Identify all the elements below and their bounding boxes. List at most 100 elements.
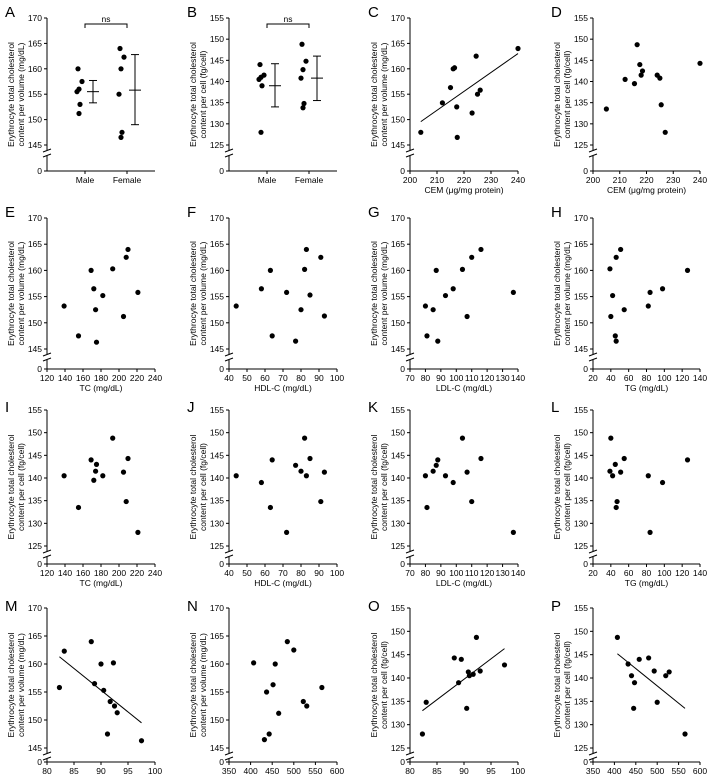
panel-g-point-8 <box>464 313 470 320</box>
panel-n-xtick-label-1: 400 <box>244 766 258 776</box>
panel-o-point-2 <box>451 655 457 661</box>
panel-g-ytick-label-4: 160 <box>391 265 405 275</box>
panel-f-point-3 <box>269 333 275 339</box>
panel-m-axis-break-2 <box>42 756 52 761</box>
panel-j-ytick-label-7: 155 <box>210 405 224 415</box>
panel-b-point-male-3 <box>256 76 262 82</box>
panel-i-point-11 <box>135 529 141 536</box>
panel-g-xlabel: LDL-C (mg/dL) <box>436 383 492 393</box>
panel-l-letter: L <box>551 399 559 416</box>
panel-g-xtick-label-5: 120 <box>480 373 494 383</box>
panel-b-category-label-1: Female <box>295 175 324 185</box>
panel-b-significance-bracket <box>266 23 310 28</box>
panel-l-xtick-label-2: 60 <box>624 568 634 578</box>
panel-l-point-7 <box>621 455 627 462</box>
panel-d-point-2 <box>631 81 638 87</box>
panel-n-axis-break-1 <box>224 751 234 756</box>
panel-h-xtick-label-4: 100 <box>657 373 671 383</box>
panel-f-ytick-label-2: 150 <box>210 318 224 328</box>
panel-j-ytick-label-6: 150 <box>210 428 224 438</box>
panel-o-ytick-label-1: 125 <box>391 743 405 753</box>
panel-k-xtick-label-5: 120 <box>480 568 494 578</box>
panel-i-ytick-label-0: 0 <box>37 559 42 569</box>
panel-f-point-0 <box>233 303 239 309</box>
panel-b-point-female-4 <box>301 100 307 107</box>
panel-a-axis-break-1 <box>42 148 52 153</box>
panel-h-xtick-label-6: 140 <box>693 373 707 383</box>
panel-c-point-10 <box>474 91 481 97</box>
panel-c-xtick-label-2: 220 <box>457 175 471 185</box>
panel-l-point-8 <box>645 473 651 479</box>
panel-l-axis-break-2 <box>588 554 598 559</box>
panel-k-ylabel-line-0: Erythrocyte total cholesterol <box>369 434 379 539</box>
panel-l-xtick-label-6: 140 <box>693 568 707 578</box>
panel-g-point-3 <box>435 338 441 344</box>
panel-p-ytick-label-7: 155 <box>574 603 588 613</box>
panel-i-letter: I <box>5 399 9 416</box>
panel-h-letter: H <box>551 204 562 221</box>
panel-a-point-male-4 <box>77 101 83 107</box>
panel-h-xtick-label-0: 20 <box>588 373 598 383</box>
panel-a-ytick-label-0: 0 <box>37 166 42 176</box>
panel-e-xtick-label-0: 120 <box>40 373 54 383</box>
panel-j-ytick-label-5: 145 <box>210 450 224 460</box>
panel-b-letter: B <box>187 4 197 21</box>
panel-i-point-7 <box>110 435 116 441</box>
panel-l-point-9 <box>647 529 653 536</box>
panel-b-point-female-3 <box>298 75 304 81</box>
panel-d-xlabel: CEM (μg/mg protein) <box>607 185 686 195</box>
panel-j-xtick-label-2: 60 <box>260 568 270 578</box>
panel-i-axis-break-1 <box>42 549 52 554</box>
panel-i-ytick-label-4: 140 <box>28 473 42 483</box>
panel-k-ytick-label-7: 155 <box>391 405 405 415</box>
panel-h-ytick-label-1: 145 <box>574 344 588 354</box>
panel-k-xlabel: LDL-C (mg/dL) <box>436 578 492 588</box>
panel-i-ytick-label-6: 150 <box>28 428 42 438</box>
panel-k-ytick-label-4: 140 <box>391 473 405 483</box>
panel-l-point-4 <box>613 504 619 511</box>
panel-n-point-8 <box>291 647 297 653</box>
panel-j-ytick-label-4: 140 <box>210 473 224 483</box>
panel-o-axis-break-2 <box>405 756 415 761</box>
panel-m-point-9 <box>111 703 118 709</box>
panel-d-ytick-label-5: 145 <box>574 55 588 65</box>
panel-e-letter: E <box>5 204 15 221</box>
panel-g-point-0 <box>422 303 429 309</box>
panel-h-point-3 <box>613 254 619 260</box>
panel-d-axis-break-1 <box>588 148 598 153</box>
panel-n-ylabel-line-0: Erythrocyte total cholesterol <box>188 632 198 737</box>
panel-e-point-11 <box>135 289 141 296</box>
panel-d-xtick-label-4: 240 <box>693 175 707 185</box>
panel-k-ytick-label-5: 145 <box>391 450 405 460</box>
panel-i-ytick-label-1: 125 <box>28 541 42 551</box>
panel-i-ytick-label-5: 145 <box>28 450 42 460</box>
panel-h-point-4 <box>612 333 618 339</box>
panel-j-point-9 <box>307 455 313 462</box>
panel-c-ytick-label-5: 165 <box>391 38 405 48</box>
panel-d-point-8 <box>657 75 663 81</box>
panel-h-point-8 <box>645 303 651 309</box>
panel-d-point-9 <box>658 102 664 108</box>
panel-m-point-3 <box>91 681 98 687</box>
panel-c-xtick-label-1: 210 <box>430 175 444 185</box>
panel-n-point-5 <box>272 661 278 667</box>
panel-g-xtick-label-0: 70 <box>405 373 415 383</box>
panel-j-point-2 <box>267 504 273 511</box>
panel-e-ytick-label-6: 170 <box>28 213 42 223</box>
panel-o-ytick-label-6: 150 <box>391 626 405 636</box>
panel-c-ylabel-line-1: content per volume (mg/dL) <box>379 42 389 146</box>
panel-f-point-1 <box>258 286 264 292</box>
panel-o-ylabel-line-0: Erythrocyte total cholesterol <box>369 632 379 737</box>
panel-p-point-7 <box>651 668 657 674</box>
panel-h-point-7 <box>621 307 627 313</box>
panel-i-point-8 <box>120 469 127 475</box>
panel-p-trendline <box>617 653 686 709</box>
panel-f-xtick-label-4: 80 <box>296 373 306 383</box>
panel-b-point-female-1 <box>303 58 309 64</box>
panel-j-point-7 <box>302 435 308 441</box>
panel-g-ytick-label-6: 170 <box>391 213 405 223</box>
panel-l-point-1 <box>608 435 614 441</box>
panel-k-ytick-label-3: 135 <box>391 496 405 506</box>
panel-j-axis-break-1 <box>224 549 234 554</box>
panel-m-point-1 <box>61 648 67 654</box>
